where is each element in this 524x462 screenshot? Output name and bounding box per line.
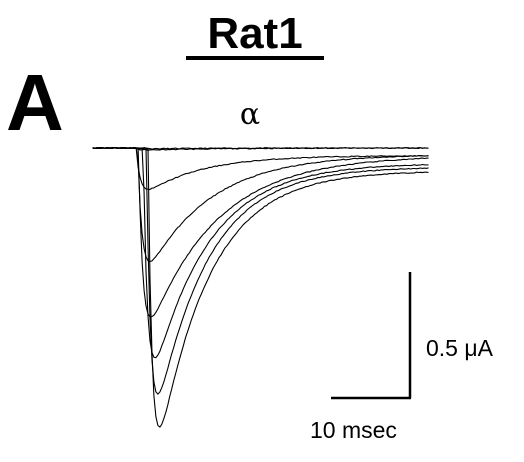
current-trace-7: [92, 147, 429, 395]
panel-label: A: [6, 58, 64, 147]
scale-bar-time-label: 10 msec: [310, 417, 397, 443]
current-traces: [92, 147, 429, 428]
figure-title: Rat1: [207, 9, 302, 58]
scale-bar-current-label: 0.5 μA: [426, 335, 494, 361]
subunit-label: α: [240, 97, 260, 132]
current-trace-6: [92, 147, 429, 359]
current-trace-5: [92, 147, 429, 318]
scale-bar: 0.5 μA 10 msec: [310, 272, 494, 443]
current-trace-8: [92, 147, 429, 428]
current-trace-2: [92, 147, 429, 151]
